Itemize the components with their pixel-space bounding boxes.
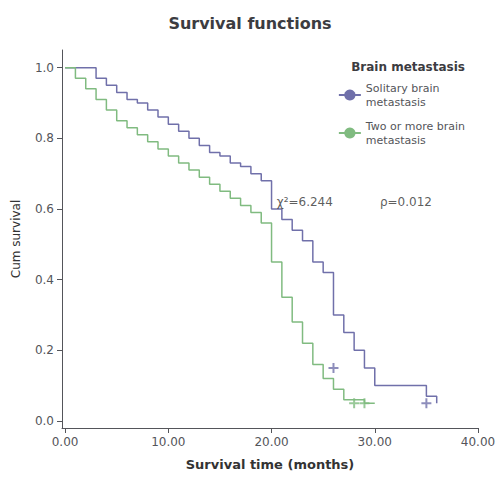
svg-text:Solitary brain: Solitary brain [366, 82, 440, 95]
svg-text:χ²=6.244: χ²=6.244 [277, 195, 333, 209]
svg-text:40.00: 40.00 [461, 435, 495, 449]
svg-text:ρ=0.012: ρ=0.012 [380, 195, 432, 209]
svg-text:10.00: 10.00 [151, 435, 185, 449]
svg-text:Two or more brain: Two or more brain [365, 120, 465, 133]
svg-text:metastasis: metastasis [366, 96, 426, 109]
svg-text:1.0: 1.0 [35, 61, 54, 75]
svg-text:0.0: 0.0 [35, 414, 54, 428]
svg-text:0.4: 0.4 [35, 273, 54, 287]
svg-text:Survival time (months): Survival time (months) [186, 457, 355, 472]
svg-text:0.00: 0.00 [52, 435, 79, 449]
svg-text:0.2: 0.2 [35, 343, 54, 357]
svg-text:Survival functions: Survival functions [168, 14, 331, 33]
svg-text:Cum survival: Cum survival [9, 200, 23, 279]
svg-text:metastasis: metastasis [366, 134, 426, 147]
svg-text:0.6: 0.6 [35, 202, 54, 216]
svg-text:30.00: 30.00 [358, 435, 392, 449]
svg-text:20.00: 20.00 [254, 435, 288, 449]
svg-text:0.8: 0.8 [35, 131, 54, 145]
svg-text:Brain metastasis: Brain metastasis [351, 60, 465, 74]
